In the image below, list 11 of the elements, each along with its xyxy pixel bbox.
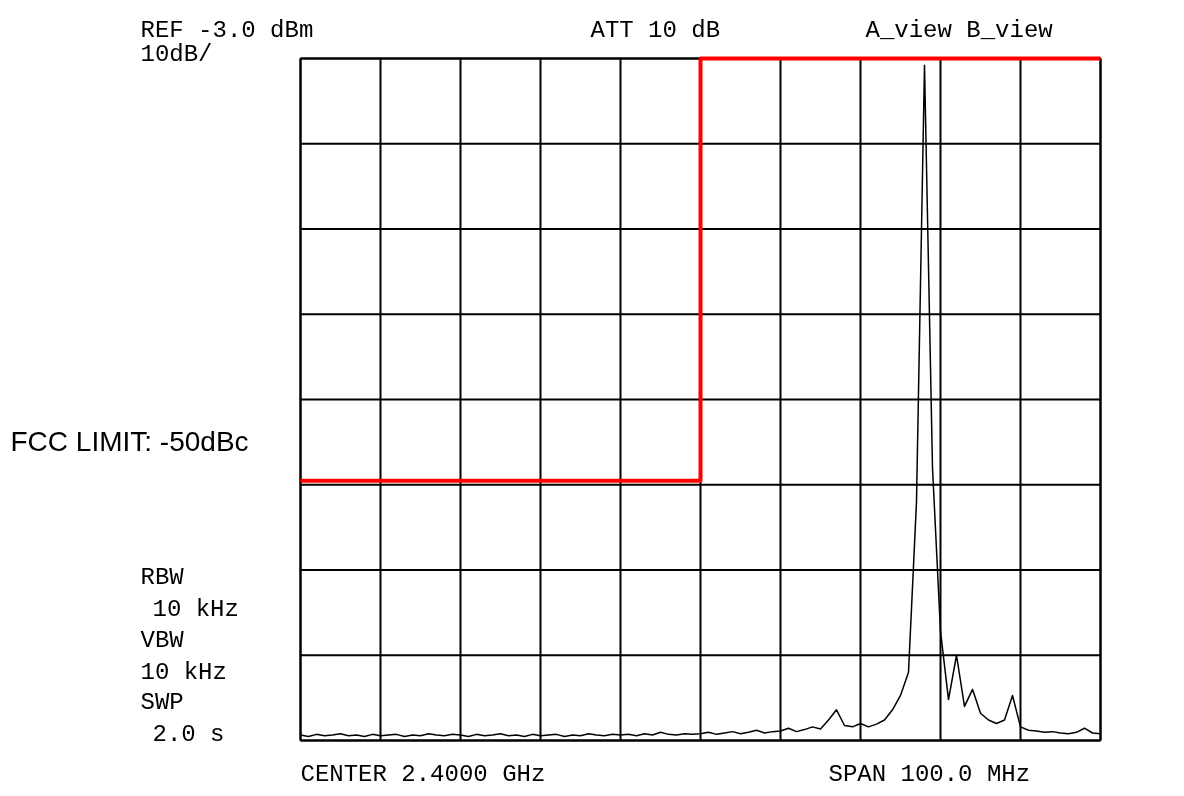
text: SWP [140, 688, 184, 716]
text: A_view B_view [865, 16, 1054, 44]
text: CENTER 2.4000 GHz [300, 760, 546, 788]
text: 2.0 s [152, 720, 225, 748]
text: FCC LIMIT: -50dBc [10, 425, 249, 457]
text: RBW [140, 563, 185, 591]
text: ATT 10 dB [590, 16, 721, 44]
text: SPAN 100.0 MHz [828, 760, 1031, 788]
text: 10 kHz [140, 658, 227, 686]
text: 10 kHz [152, 595, 239, 623]
text: VBW [140, 626, 185, 654]
